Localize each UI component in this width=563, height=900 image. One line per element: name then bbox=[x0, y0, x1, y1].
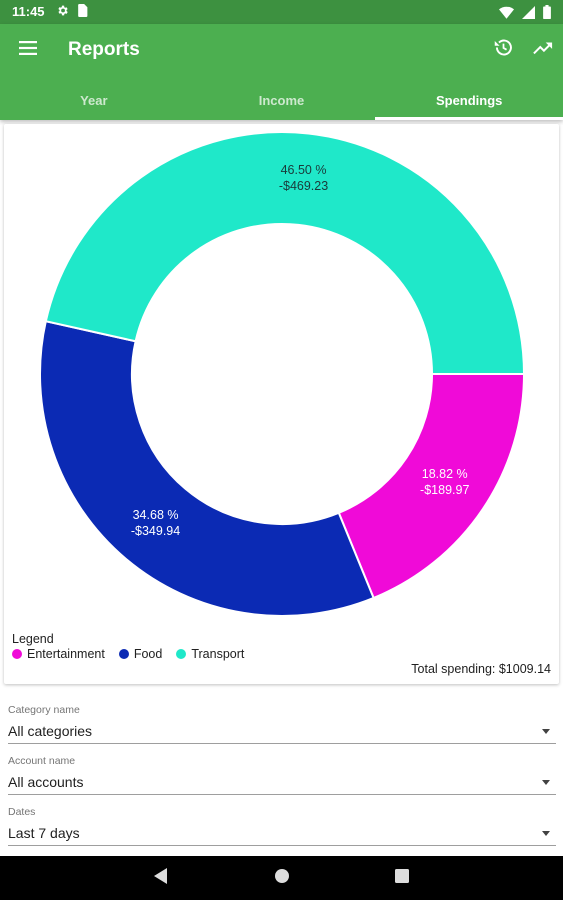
account-select[interactable]: All accounts bbox=[8, 771, 556, 795]
home-button[interactable] bbox=[272, 868, 292, 888]
legend-color-dot bbox=[118, 649, 129, 659]
menu-button[interactable] bbox=[14, 36, 42, 64]
slice-percent-label: 18.82 % bbox=[422, 467, 468, 481]
status-time: 11:45 bbox=[12, 4, 45, 19]
back-button[interactable] bbox=[151, 867, 171, 889]
category-select[interactable]: All categories bbox=[8, 720, 556, 744]
home-icon bbox=[274, 868, 290, 889]
donut-slice-entertainment[interactable] bbox=[337, 373, 526, 600]
tab-label: Year bbox=[80, 92, 108, 108]
history-icon bbox=[493, 37, 514, 63]
sim-card-icon bbox=[77, 4, 88, 22]
dropdown-arrow-icon bbox=[542, 780, 550, 785]
slice-amount-label: -$469.23 bbox=[279, 179, 328, 193]
legend-label: Transport bbox=[191, 647, 245, 661]
legend-color-dot bbox=[176, 649, 187, 659]
dates-field: Dates Last 7 days bbox=[8, 806, 556, 846]
back-icon bbox=[154, 867, 168, 889]
dropdown-arrow-icon bbox=[542, 831, 550, 836]
battery-icon bbox=[543, 5, 551, 24]
wifi-icon bbox=[499, 6, 514, 24]
trending-up-icon bbox=[533, 41, 553, 60]
app-bar: Reports Year Income Spendings bbox=[0, 24, 563, 120]
dates-value: Last 7 days bbox=[8, 825, 80, 841]
tab-spendings[interactable]: Spendings bbox=[375, 80, 563, 120]
tab-bar: Year Income Spendings bbox=[0, 80, 563, 120]
donut-chart: 18.82 % -$189.97 34.68 % -$349.94 46.50 % -$4… bbox=[39, 131, 526, 617]
donut-slice-food[interactable] bbox=[39, 320, 375, 617]
legend-color-dot bbox=[12, 649, 22, 659]
history-button[interactable] bbox=[489, 36, 517, 64]
account-value: All accounts bbox=[8, 774, 84, 790]
dropdown-arrow-icon bbox=[542, 729, 550, 734]
tab-income[interactable]: Income bbox=[188, 80, 376, 120]
tab-year[interactable]: Year bbox=[0, 80, 188, 120]
settings-icon bbox=[56, 4, 69, 22]
donut-slice-transport[interactable] bbox=[44, 131, 526, 375]
account-label: Account name bbox=[8, 755, 76, 767]
slice-amount-label: -$189.97 bbox=[420, 483, 469, 497]
category-label: Category name bbox=[8, 704, 80, 716]
tab-label: Income bbox=[258, 92, 305, 108]
status-bar: 11:45 bbox=[0, 0, 563, 24]
slice-amount-label: -$349.94 bbox=[131, 524, 180, 538]
menu-icon bbox=[19, 40, 37, 60]
legend-item-food: Food bbox=[118, 647, 163, 661]
slice-percent-label: 46.50 % bbox=[281, 163, 327, 177]
dates-label: Dates bbox=[8, 806, 36, 818]
chart-card: 18.82 % -$189.97 34.68 % -$349.94 46.50 % -$4… bbox=[4, 124, 559, 684]
legend: Entertainment Food Transport bbox=[12, 647, 258, 661]
tab-label: Spendings bbox=[435, 92, 503, 108]
category-value: All categories bbox=[8, 723, 93, 739]
system-nav-bar bbox=[0, 856, 563, 900]
category-field: Category name All categories bbox=[8, 704, 556, 744]
account-field: Account name All accounts bbox=[8, 755, 556, 795]
legend-label: Food bbox=[133, 647, 163, 661]
legend-item-transport: Transport bbox=[176, 647, 244, 661]
legend-label: Entertainment bbox=[27, 647, 105, 661]
recents-icon bbox=[395, 868, 409, 888]
page-title: Reports bbox=[68, 39, 140, 60]
recents-button[interactable] bbox=[392, 868, 412, 888]
legend-item-entertainment: Entertainment bbox=[12, 647, 105, 661]
trend-button[interactable] bbox=[529, 36, 557, 64]
legend-title: Legend bbox=[12, 632, 54, 646]
cellular-icon bbox=[522, 5, 535, 24]
dates-select[interactable]: Last 7 days bbox=[8, 822, 556, 846]
total-spending: Total spending: $1009.14 bbox=[411, 662, 551, 676]
slice-percent-label: 34.68 % bbox=[133, 508, 179, 522]
